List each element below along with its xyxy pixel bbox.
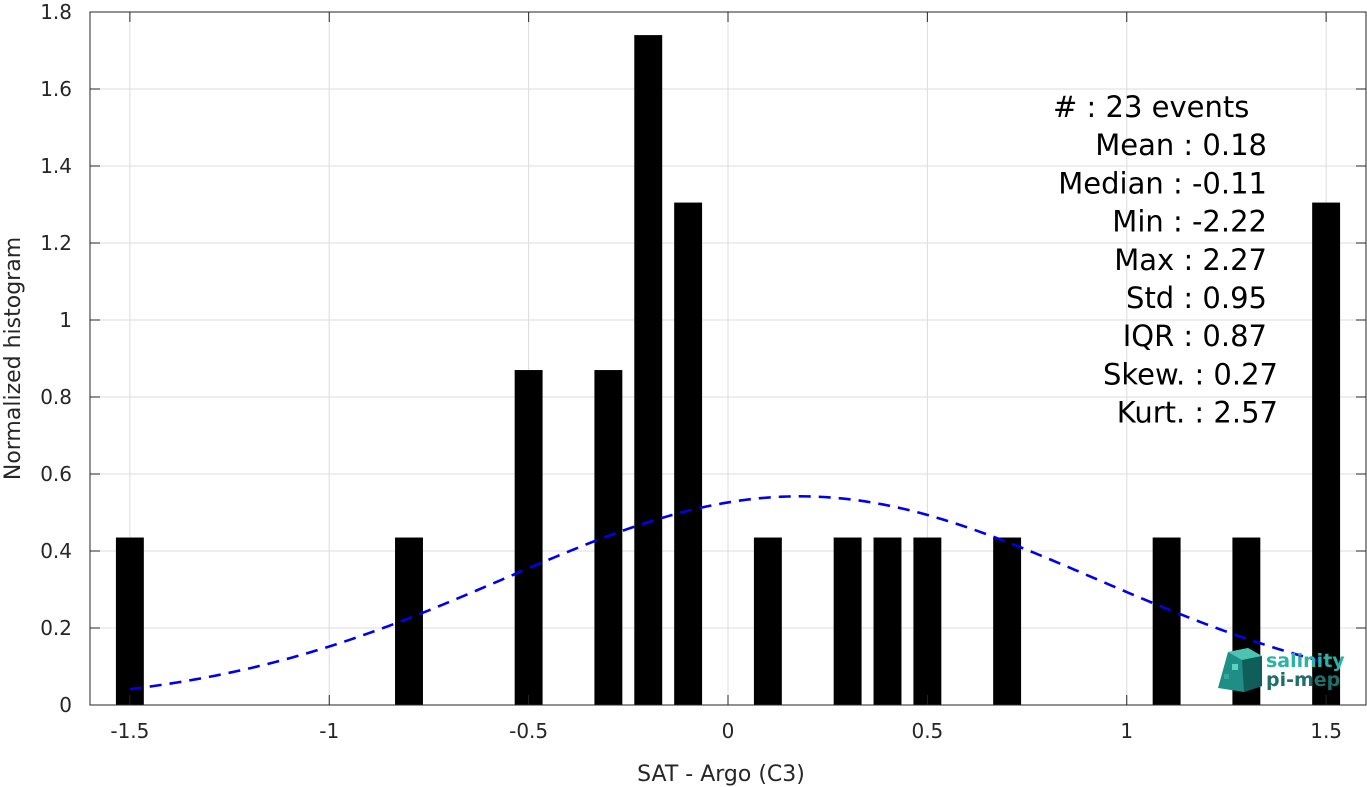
stat-line: Median : -0.11 xyxy=(1058,166,1267,200)
histogram-bar xyxy=(753,537,782,705)
stat-line: Mean : 0.18 xyxy=(1095,128,1267,162)
histogram-bar xyxy=(1152,537,1181,705)
histogram-bar xyxy=(115,537,144,705)
y-tick-label: 1.4 xyxy=(40,154,72,178)
stat-line: Skew. : 0.27 xyxy=(1103,357,1278,391)
y-axis-label: Normalized histogram xyxy=(1,237,26,480)
stat-line: Max : 2.27 xyxy=(1114,243,1267,277)
y-tick-label: 0.8 xyxy=(40,385,72,409)
x-tick-label: -1.5 xyxy=(110,719,149,743)
x-axis-label: SAT - Argo (C3) xyxy=(637,762,805,787)
axis-ticks xyxy=(90,11,1366,706)
x-tick-label: 1.5 xyxy=(1310,719,1342,743)
gaussian-fit-curve xyxy=(129,495,1327,691)
histogram-bar xyxy=(514,370,543,705)
histogram-bars xyxy=(115,35,1341,706)
histogram-bar xyxy=(833,537,862,705)
x-tick-label: 0.5 xyxy=(911,719,943,743)
x-tick-labels: -1.5 -1 -0.5 0 0.5 1 1.5 xyxy=(110,719,1342,743)
logo-text-salinity: salinity xyxy=(1266,650,1345,672)
logo-text-pimep: pi-mep xyxy=(1266,669,1340,691)
histogram-bar xyxy=(674,202,703,705)
x-tick-label: -0.5 xyxy=(509,719,548,743)
histogram-bar xyxy=(993,537,1022,705)
stat-line: # : 23 events xyxy=(1053,90,1249,124)
x-tick-label: 0 xyxy=(722,719,735,743)
y-tick-label: 0.2 xyxy=(40,616,72,640)
y-tick-label: 0 xyxy=(59,693,72,717)
y-tick-label: 0.6 xyxy=(40,462,72,486)
histogram-bar xyxy=(873,537,902,705)
y-tick-label: 1 xyxy=(59,308,72,332)
histogram-bar xyxy=(913,537,942,705)
stat-line: IQR : 0.87 xyxy=(1123,319,1267,353)
logo-cube-icon xyxy=(1218,648,1262,692)
histogram-bar xyxy=(594,370,623,705)
y-tick-labels: 0 0.2 0.4 0.6 0.8 1 1.2 1.4 1.6 1.8 xyxy=(40,0,72,717)
y-tick-label: 1.2 xyxy=(40,231,72,255)
stat-line: Std : 0.95 xyxy=(1126,281,1267,315)
histogram-bar xyxy=(1312,202,1341,705)
y-tick-label: 1.8 xyxy=(40,0,72,24)
salinity-pimep-logo: salinity pi-mep xyxy=(1218,648,1345,692)
y-tick-label: 1.6 xyxy=(40,77,72,101)
x-tick-label: -1 xyxy=(319,719,339,743)
histogram-bar xyxy=(395,537,423,705)
x-tick-label: 1 xyxy=(1120,719,1133,743)
histogram-bar xyxy=(634,35,663,706)
y-tick-label: 0.4 xyxy=(40,539,72,563)
stat-line: Min : -2.22 xyxy=(1112,205,1267,239)
statistics-annotation: # : 23 events Mean : 0.18 Median : -0.11 Mi… xyxy=(1053,90,1278,430)
stat-line: Kurt. : 2.57 xyxy=(1117,396,1278,430)
